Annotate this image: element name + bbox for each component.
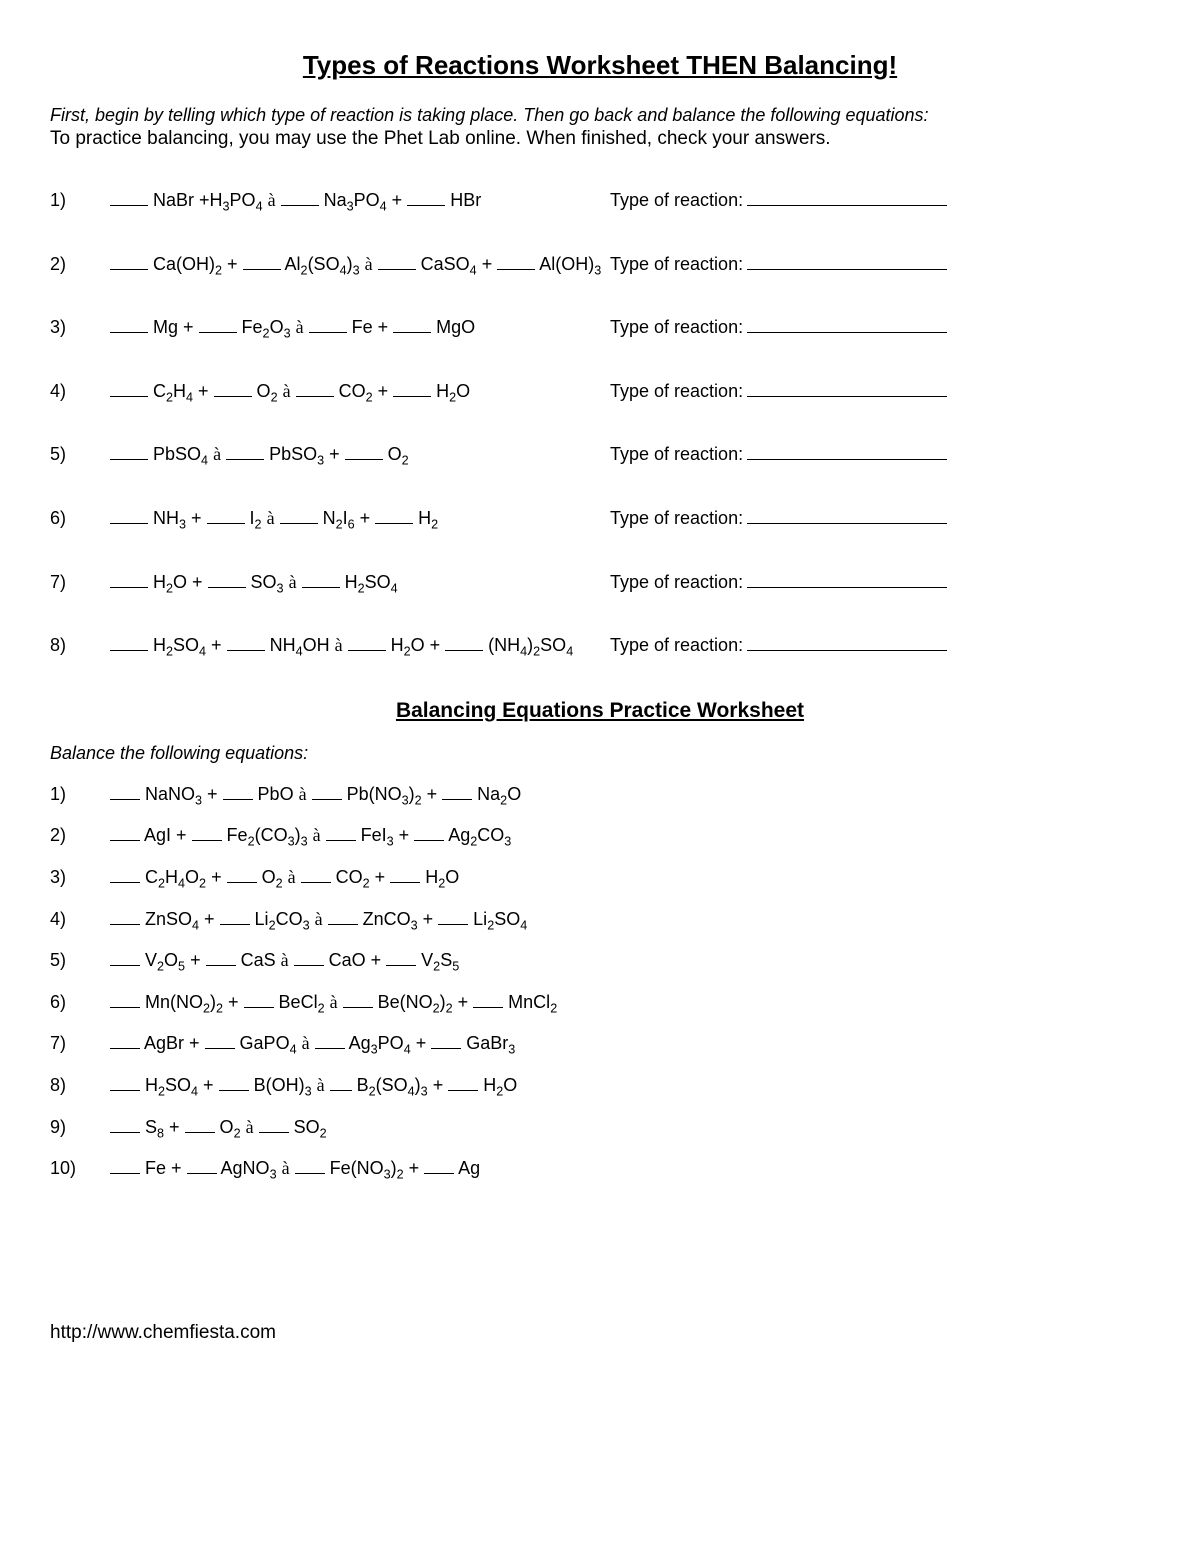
equation-row: 8) H2SO4 + NH4OH à H2O + (NH4)2SO4Type o… — [50, 635, 1150, 659]
equation-row: 6) Mn(NO2)2 + BeCl2 à Be(NO2)2 + MnCl2 — [50, 992, 1150, 1016]
type-answer-blank[interactable] — [747, 650, 947, 651]
equation: Fe + AgNO3 à Fe(NO3)2 + Ag — [110, 1158, 480, 1182]
equation-row: 5) PbSO4 à PbSO3 + O2Type of reaction: — [50, 444, 1150, 468]
equation: C2H4O2 + O2 à CO2 + H2O — [110, 867, 459, 891]
footer-url: http://www.chemfiesta.com — [50, 1322, 1150, 1344]
equation: Ca(OH)2 + Al2(SO4)3 à CaSO4 + Al(OH)3 — [110, 254, 610, 278]
row-number: 7) — [50, 1033, 110, 1054]
equation: H2O + SO3 à H2SO4 — [110, 572, 610, 596]
row-number: 6) — [50, 992, 110, 1013]
type-label: Type of reaction: — [610, 317, 743, 338]
balance-instructions: Balance the following equations: — [50, 743, 1150, 764]
row-number: 7) — [50, 572, 110, 593]
type-label: Type of reaction: — [610, 444, 743, 465]
equation: NH3 + I2 à N2I6 + H2 — [110, 508, 610, 532]
equation: V2O5 + CaS à CaO + V2S5 — [110, 950, 459, 974]
subtitle-2: Balancing Equations Practice Worksheet — [50, 699, 1150, 723]
type-answer-blank[interactable] — [747, 459, 947, 460]
page-title: Types of Reactions Worksheet THEN Balanc… — [50, 50, 1150, 81]
row-number: 1) — [50, 784, 110, 805]
equation: C2H4 + O2 à CO2 + H2O — [110, 381, 610, 405]
instructions-italic: First, begin by telling which type of re… — [50, 105, 1150, 126]
row-number: 3) — [50, 317, 110, 338]
equation-row: 7) AgBr + GaPO4 à Ag3PO4 + GaBr3 — [50, 1033, 1150, 1057]
type-label: Type of reaction: — [610, 254, 743, 275]
type-answer-blank[interactable] — [747, 523, 947, 524]
type-label: Type of reaction: — [610, 381, 743, 402]
equation-row: 5) V2O5 + CaS à CaO + V2S5 — [50, 950, 1150, 974]
equation: ZnSO4 + Li2CO3 à ZnCO3 + Li2SO4 — [110, 909, 527, 933]
equation: AgBr + GaPO4 à Ag3PO4 + GaBr3 — [110, 1033, 515, 1057]
section-2-list: 1) NaNO3 + PbO à Pb(NO3)2 + Na2O2) AgI +… — [50, 784, 1150, 1182]
equation-row: 1) NaBr +H3PO4 à Na3PO4 + HBrType of rea… — [50, 190, 1150, 214]
equation-row: 4) ZnSO4 + Li2CO3 à ZnCO3 + Li2SO4 — [50, 909, 1150, 933]
equation: NaBr +H3PO4 à Na3PO4 + HBr — [110, 190, 610, 214]
type-label: Type of reaction: — [610, 572, 743, 593]
type-answer-blank[interactable] — [747, 205, 947, 206]
equation-row: 10) Fe + AgNO3 à Fe(NO3)2 + Ag — [50, 1158, 1150, 1182]
equation-row: 4) C2H4 + O2 à CO2 + H2OType of reaction… — [50, 381, 1150, 405]
row-number: 8) — [50, 635, 110, 656]
type-answer-blank[interactable] — [747, 269, 947, 270]
equation: Mg + Fe2O3 à Fe + MgO — [110, 317, 610, 341]
equation: AgI + Fe2(CO3)3 à FeI3 + Ag2CO3 — [110, 825, 511, 849]
equation-row: 2) AgI + Fe2(CO3)3 à FeI3 + Ag2CO3 — [50, 825, 1150, 849]
equation-row: 3) C2H4O2 + O2 à CO2 + H2O — [50, 867, 1150, 891]
equation-row: 8) H2SO4 + B(OH)3 à B2(SO4)3 + H2O — [50, 1075, 1150, 1099]
type-answer-blank[interactable] — [747, 587, 947, 588]
equation: Mn(NO2)2 + BeCl2 à Be(NO2)2 + MnCl2 — [110, 992, 557, 1016]
equation: S8 + O2 à SO2 — [110, 1117, 327, 1141]
equation-row: 3) Mg + Fe2O3 à Fe + MgOType of reaction… — [50, 317, 1150, 341]
row-number: 1) — [50, 190, 110, 211]
type-label: Type of reaction: — [610, 190, 743, 211]
row-number: 10) — [50, 1158, 110, 1179]
equation: NaNO3 + PbO à Pb(NO3)2 + Na2O — [110, 784, 521, 808]
equation-row: 9) S8 + O2 à SO2 — [50, 1117, 1150, 1141]
type-answer-blank[interactable] — [747, 332, 947, 333]
row-number: 3) — [50, 867, 110, 888]
equation: H2SO4 + B(OH)3 à B2(SO4)3 + H2O — [110, 1075, 517, 1099]
row-number: 5) — [50, 950, 110, 971]
equation: PbSO4 à PbSO3 + O2 — [110, 444, 610, 468]
equation-row: 2) Ca(OH)2 + Al2(SO4)3 à CaSO4 + Al(OH)3… — [50, 254, 1150, 278]
row-number: 4) — [50, 381, 110, 402]
section-1-list: 1) NaBr +H3PO4 à Na3PO4 + HBrType of rea… — [50, 190, 1150, 659]
row-number: 8) — [50, 1075, 110, 1096]
equation-row: 7) H2O + SO3 à H2SO4Type of reaction: — [50, 572, 1150, 596]
row-number: 4) — [50, 909, 110, 930]
equation-row: 6) NH3 + I2 à N2I6 + H2Type of reaction: — [50, 508, 1150, 532]
row-number: 9) — [50, 1117, 110, 1138]
type-label: Type of reaction: — [610, 635, 743, 656]
instructions-plain: To practice balancing, you may use the P… — [50, 128, 1150, 150]
row-number: 5) — [50, 444, 110, 465]
type-answer-blank[interactable] — [747, 396, 947, 397]
row-number: 2) — [50, 825, 110, 846]
equation: H2SO4 + NH4OH à H2O + (NH4)2SO4 — [110, 635, 610, 659]
type-label: Type of reaction: — [610, 508, 743, 529]
row-number: 6) — [50, 508, 110, 529]
row-number: 2) — [50, 254, 110, 275]
equation-row: 1) NaNO3 + PbO à Pb(NO3)2 + Na2O — [50, 784, 1150, 808]
